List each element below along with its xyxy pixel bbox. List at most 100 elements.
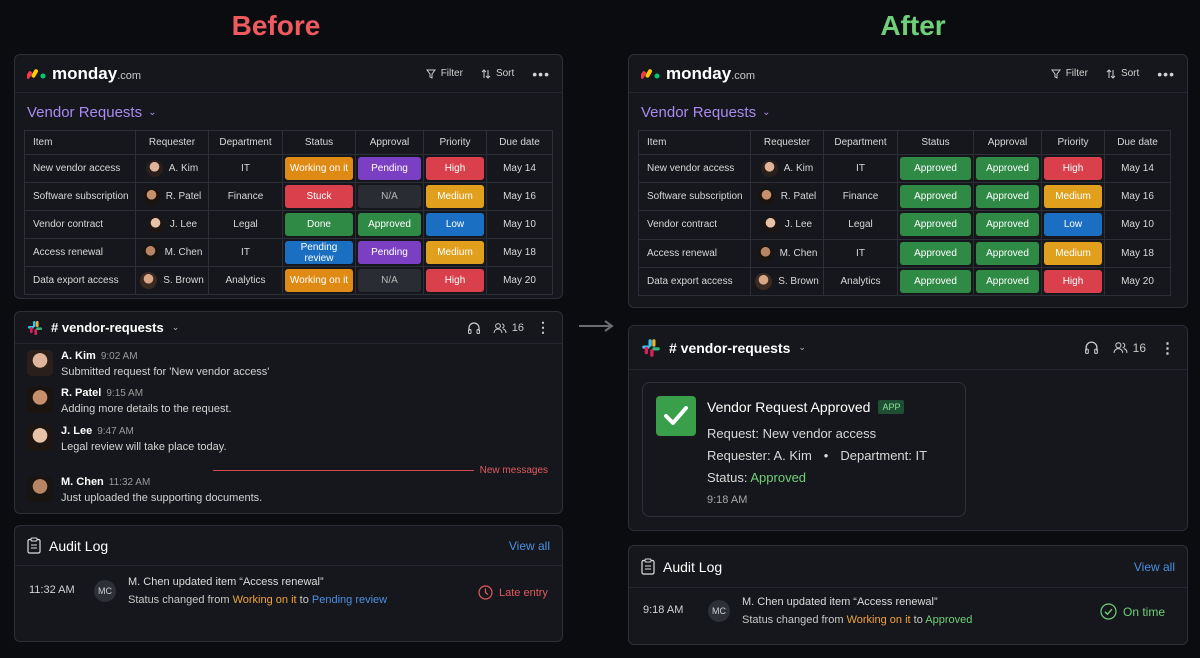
table-row[interactable]: Software subscription R. Patel Finance Appr… xyxy=(638,182,1171,212)
due-date-cell[interactable]: May 14 xyxy=(486,154,553,183)
requester-cell[interactable]: A. Kim xyxy=(135,154,209,183)
approval-cell[interactable]: Approved xyxy=(973,266,1042,296)
approval-cell[interactable]: Approved xyxy=(973,210,1042,240)
column-header[interactable]: Status xyxy=(282,130,356,155)
table-row[interactable]: Access renewal M. Chen IT Approved Approved M… xyxy=(638,238,1171,268)
due-date-cell[interactable]: May 18 xyxy=(486,238,553,267)
avatar[interactable] xyxy=(27,425,53,451)
priority-cell[interactable]: High xyxy=(423,266,487,295)
table-row[interactable]: New vendor access A. Kim IT Working on it Pe… xyxy=(24,154,553,183)
column-header[interactable]: Approval xyxy=(973,130,1042,155)
column-header[interactable]: Item xyxy=(638,130,751,155)
department-cell[interactable]: IT xyxy=(208,154,283,183)
item-cell[interactable]: Software subscription xyxy=(24,182,136,211)
priority-cell[interactable]: High xyxy=(1041,153,1105,184)
table-row[interactable]: Data export access S. Brown Analytics Appro… xyxy=(638,266,1171,296)
item-cell[interactable]: Software subscription xyxy=(638,182,751,212)
priority-cell[interactable]: Low xyxy=(1041,210,1105,240)
due-date-cell[interactable]: May 10 xyxy=(1104,210,1171,240)
status-cell[interactable]: Working on it xyxy=(282,154,356,183)
avatar[interactable] xyxy=(27,476,53,502)
status-cell[interactable]: Working on it xyxy=(282,266,356,295)
view-all-link[interactable]: View all xyxy=(1133,559,1175,574)
approval-cell[interactable]: Approved xyxy=(973,182,1042,212)
approval-cell[interactable]: Approved xyxy=(973,238,1042,268)
kebab-menu-icon[interactable]: ⋮ xyxy=(1160,339,1175,357)
requester-cell[interactable]: J. Lee xyxy=(750,210,824,240)
channel-name[interactable]: # vendor-requests xyxy=(669,339,791,356)
department-cell[interactable]: IT xyxy=(208,238,283,267)
priority-cell[interactable]: Medium xyxy=(1041,238,1105,268)
column-header[interactable]: Due date xyxy=(486,130,553,155)
item-cell[interactable]: New vendor access xyxy=(24,154,136,183)
requester-cell[interactable]: M. Chen xyxy=(750,238,824,268)
headphones-icon[interactable] xyxy=(1084,340,1099,355)
due-date-cell[interactable]: May 16 xyxy=(486,182,553,211)
approval-cell[interactable]: N/A xyxy=(355,182,424,211)
status-cell[interactable]: Done xyxy=(282,210,356,239)
item-cell[interactable]: Access renewal xyxy=(24,238,136,267)
approval-cell[interactable]: Pending xyxy=(355,154,424,183)
more-icon[interactable]: ••• xyxy=(532,65,550,82)
priority-cell[interactable]: Low xyxy=(423,210,487,239)
priority-cell[interactable]: Medium xyxy=(1041,182,1105,212)
requester-cell[interactable]: J. Lee xyxy=(135,210,209,239)
approval-cell[interactable]: Approved xyxy=(355,210,424,239)
department-cell[interactable]: Legal xyxy=(208,210,283,239)
column-header[interactable]: Requester xyxy=(750,130,824,155)
members-button[interactable]: 16 xyxy=(493,322,524,334)
column-header[interactable]: Approval xyxy=(355,130,424,155)
column-header[interactable]: Due date xyxy=(1104,130,1171,155)
approval-cell[interactable]: Pending xyxy=(355,238,424,267)
approval-notification[interactable]: Vendor Request Approved APP Request: New … xyxy=(642,382,966,517)
view-all-link[interactable]: View all xyxy=(508,538,550,553)
department-cell[interactable]: Analytics xyxy=(208,266,283,295)
status-cell[interactable]: Approved xyxy=(897,153,974,184)
board-title[interactable]: Vendor Requests ⌄ xyxy=(629,93,1187,121)
chevron-down-icon[interactable]: ⌄ xyxy=(798,342,806,352)
filter-button[interactable]: Filter xyxy=(1050,68,1088,79)
column-header[interactable]: Item xyxy=(24,130,136,155)
avatar[interactable] xyxy=(27,387,53,413)
requester-cell[interactable]: S. Brown xyxy=(135,266,209,295)
message-author[interactable]: A. Kim xyxy=(61,350,96,362)
column-header[interactable]: Department xyxy=(208,130,283,155)
item-cell[interactable]: Access renewal xyxy=(638,238,751,268)
status-cell[interactable]: Pending review xyxy=(282,238,356,267)
table-row[interactable]: Software subscription R. Patel Finance Stuc… xyxy=(24,182,553,211)
headphones-icon[interactable] xyxy=(467,321,481,335)
item-cell[interactable]: New vendor access xyxy=(638,153,751,184)
requester-cell[interactable]: R. Patel xyxy=(750,182,824,212)
message-author[interactable]: R. Patel xyxy=(61,387,102,399)
status-cell[interactable]: Approved xyxy=(897,210,974,240)
item-cell[interactable]: Vendor contract xyxy=(24,210,136,239)
item-cell[interactable]: Vendor contract xyxy=(638,210,751,240)
column-header[interactable]: Priority xyxy=(423,130,487,155)
department-cell[interactable]: IT xyxy=(823,238,898,268)
sort-button[interactable]: Sort xyxy=(481,68,514,79)
table-row[interactable]: Vendor contract J. Lee Legal Done Approved Lo… xyxy=(24,210,553,239)
department-cell[interactable]: Finance xyxy=(823,182,898,212)
chevron-down-icon[interactable]: ⌄ xyxy=(171,322,180,332)
due-date-cell[interactable]: May 18 xyxy=(1104,238,1171,268)
due-date-cell[interactable]: May 16 xyxy=(1104,182,1171,212)
department-cell[interactable]: Legal xyxy=(823,210,898,240)
column-header[interactable]: Priority xyxy=(1041,130,1105,155)
avatar[interactable] xyxy=(27,350,53,376)
more-icon[interactable]: ••• xyxy=(1157,65,1175,82)
due-date-cell[interactable]: May 20 xyxy=(486,266,553,295)
table-row[interactable]: Data export access S. Brown Analytics Worki… xyxy=(24,266,553,295)
requester-cell[interactable]: A. Kim xyxy=(750,153,824,184)
department-cell[interactable]: Analytics xyxy=(823,266,898,296)
due-date-cell[interactable]: May 10 xyxy=(486,210,553,239)
table-row[interactable]: Access renewal M. Chen IT Pending review Pen… xyxy=(24,238,553,267)
approval-cell[interactable]: Approved xyxy=(973,153,1042,184)
sort-button[interactable]: Sort xyxy=(1106,68,1139,79)
priority-cell[interactable]: Medium xyxy=(423,238,487,267)
column-header[interactable]: Department xyxy=(823,130,898,155)
members-button[interactable]: 16 xyxy=(1113,341,1146,355)
approval-cell[interactable]: N/A xyxy=(355,266,424,295)
column-header[interactable]: Status xyxy=(897,130,974,155)
board-title[interactable]: Vendor Requests ⌄ xyxy=(15,93,562,121)
status-cell[interactable]: Approved xyxy=(897,238,974,268)
